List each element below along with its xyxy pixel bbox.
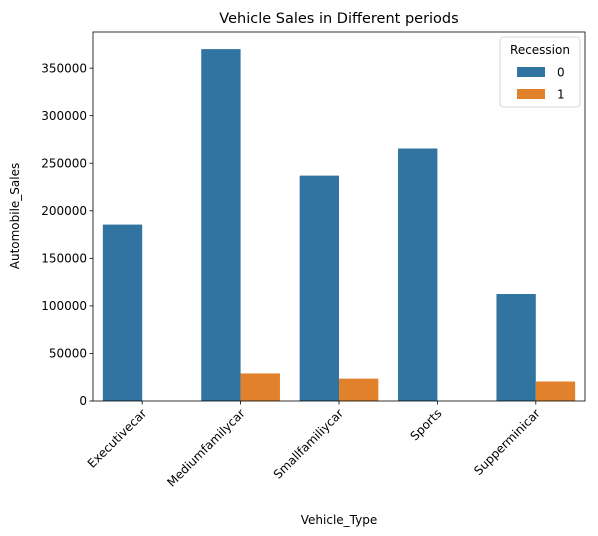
legend-swatch-recession-1: [517, 89, 545, 99]
legend-label-recession-1: 1: [557, 88, 565, 102]
y-tick-label: 150000: [41, 252, 87, 266]
bar-supperminicar-recession-0: [496, 294, 536, 401]
plot-frame: [92, 31, 586, 402]
bar-supperminicar-recession-1: [535, 381, 576, 401]
x-tick-label: Executivecar: [85, 406, 150, 471]
axes-frame: [92, 31, 586, 402]
y-tick-label: 250000: [41, 156, 87, 170]
x-tick-label: Supperminicar: [471, 406, 543, 478]
bar-mediumfamilycar-recession-0: [201, 49, 241, 402]
bar-smallfamiliycar-recession-0: [299, 175, 339, 401]
bar-smallfamiliycar-recession-1: [339, 378, 379, 401]
x-axis-label: Vehicle_Type: [301, 513, 377, 527]
bar-sports-recession-0: [398, 148, 438, 401]
x-tick-label: Mediumfamilycar: [164, 406, 247, 489]
y-ticks-group: 0 50000 100000 150000 200000 250000 300000 3500…: [41, 61, 93, 408]
y-axis-label-group: Automobile_Sales: [8, 163, 22, 270]
bars-group: [102, 49, 576, 402]
legend-swatch-recession-0: [517, 67, 545, 77]
y-tick-label: 50000: [49, 347, 87, 361]
y-tick-label: 100000: [41, 299, 87, 313]
x-ticks-group: Executivecar Mediumfamilycar Smallfamiliyc…: [85, 401, 543, 490]
bar-executivecar-recession-0: [102, 224, 143, 401]
y-tick-label: 200000: [41, 204, 87, 218]
x-tick-label: Smallfamiliycar: [271, 406, 346, 481]
y-axis-label: Automobile_Sales: [8, 163, 22, 270]
legend-title: Recession: [510, 43, 570, 57]
x-tick-label: Sports: [407, 406, 444, 443]
legend: Recession 0 1: [499, 36, 581, 108]
legend-label-recession-0: 0: [557, 66, 565, 80]
y-tick-label: 300000: [41, 109, 87, 123]
chart-title: Vehicle Sales in Different periods: [219, 11, 458, 27]
y-tick-label: 0: [79, 394, 87, 408]
bar-mediumfamilycar-recession-1: [240, 373, 280, 401]
y-tick-label: 350000: [41, 61, 87, 75]
